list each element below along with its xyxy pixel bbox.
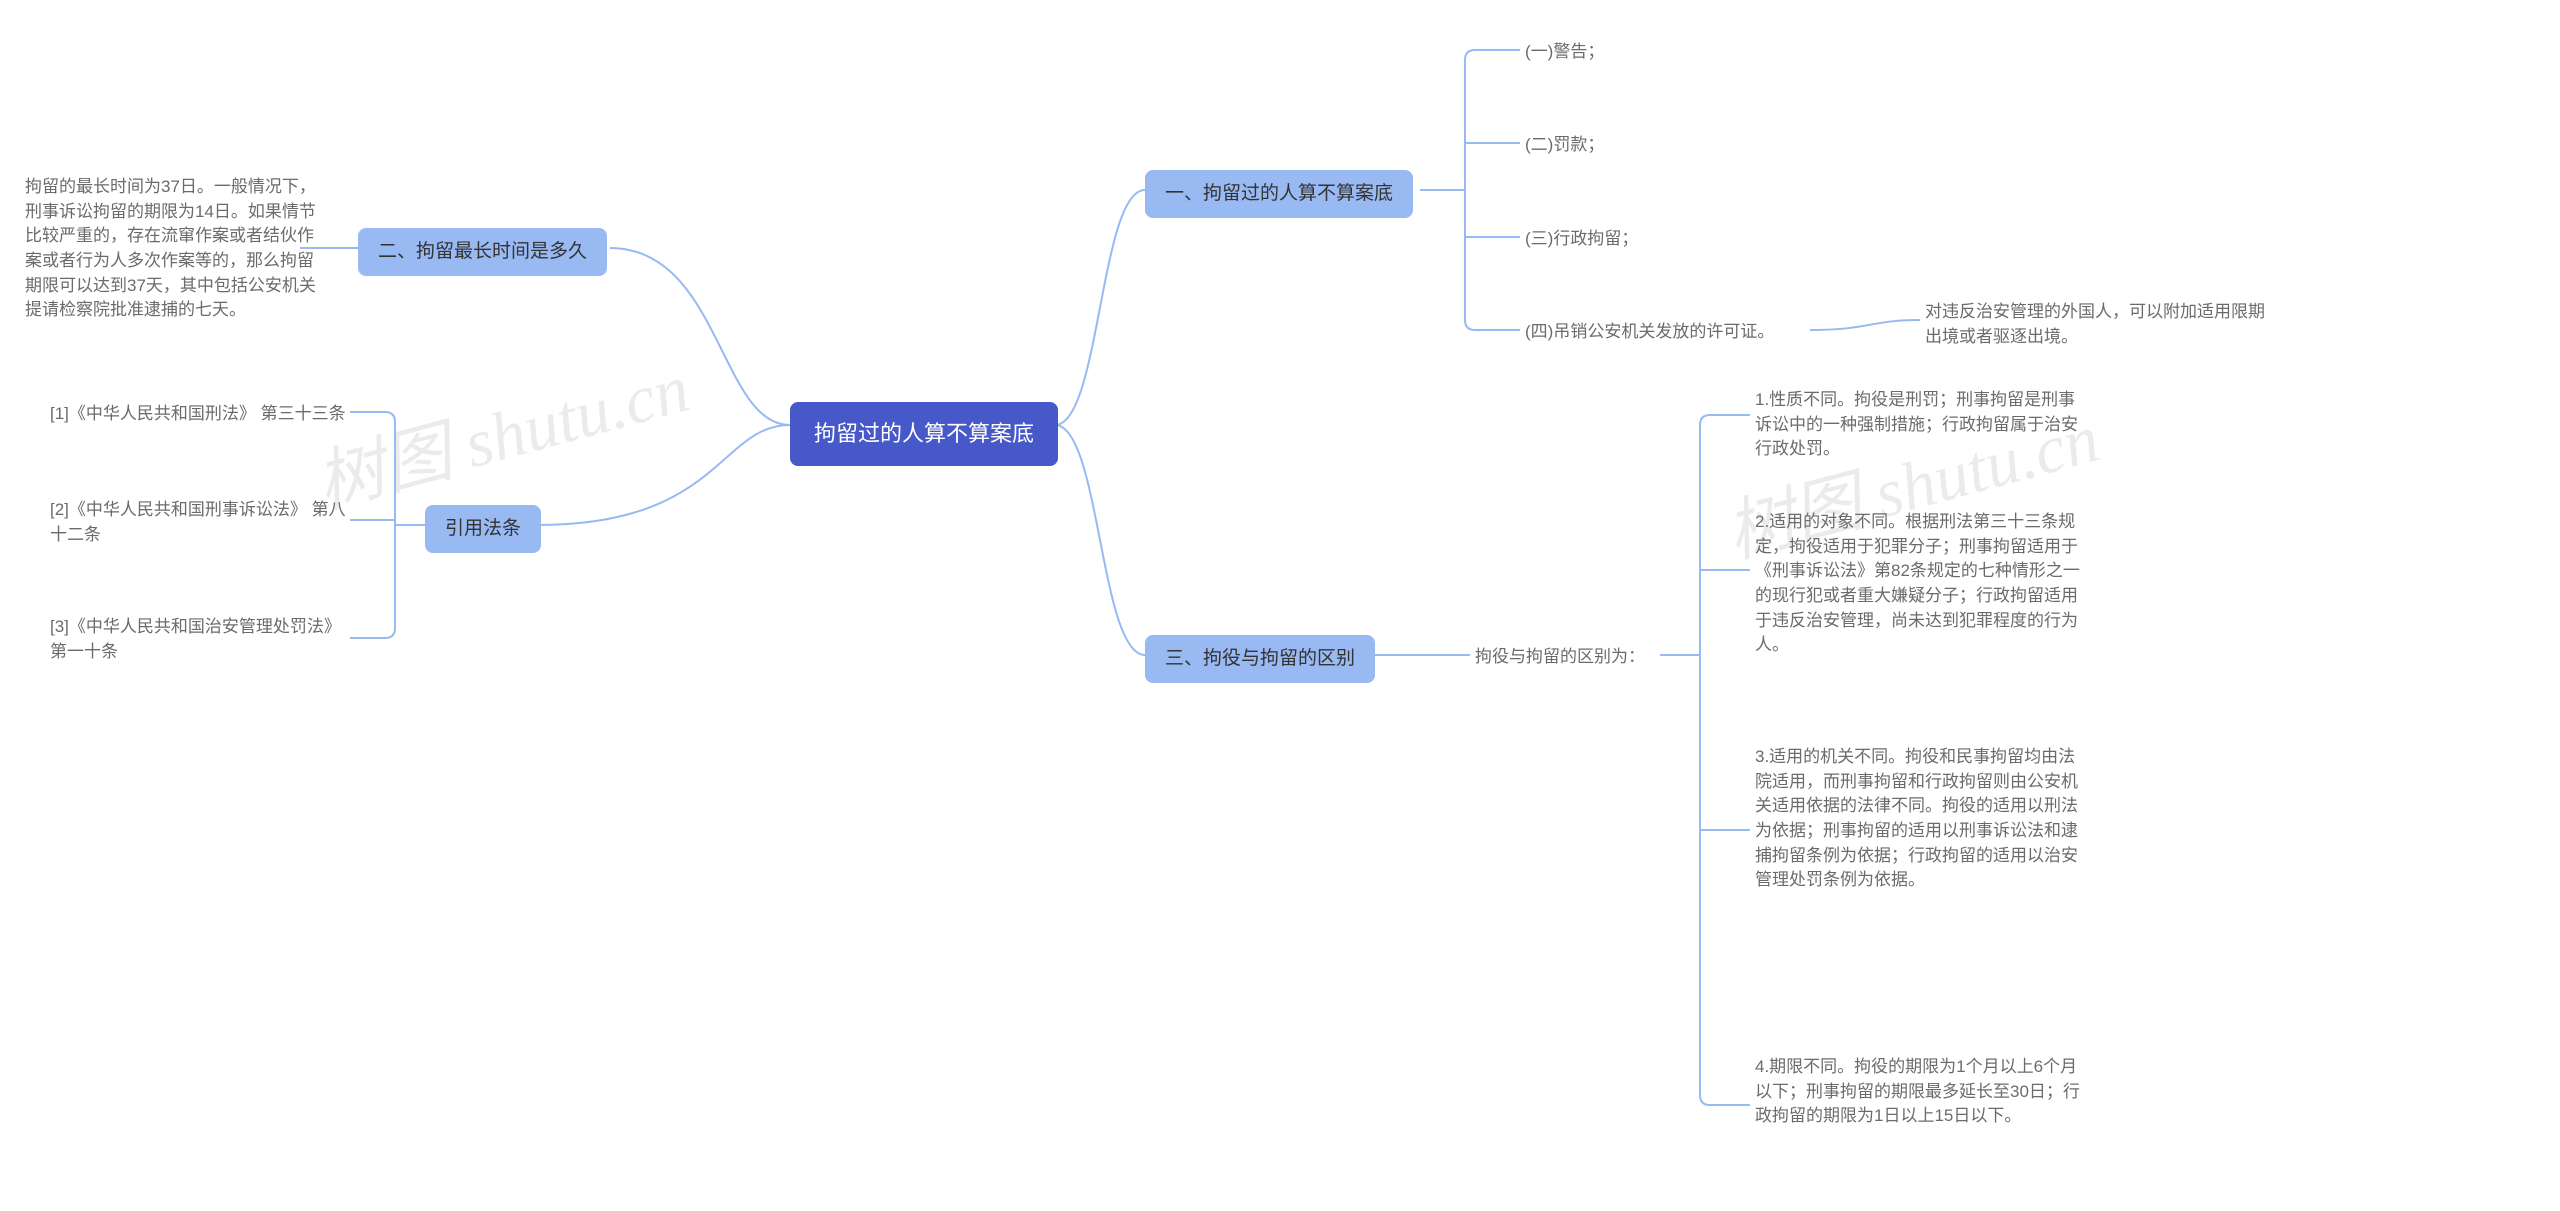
- leaf-b4c2: [2]《中华人民共和国刑事诉讼法》 第八十二条: [50, 498, 360, 547]
- branch-3: 三、拘役与拘留的区别: [1145, 635, 1375, 683]
- root-node: 拘留过的人算不算案底: [790, 402, 1058, 466]
- leaf-b3c1b: 2.适用的对象不同。根据刑法第三十三条规定，拘役适用于犯罪分子；刑事拘留适用于《…: [1755, 510, 2085, 658]
- branch-2: 二、拘留最长时间是多久: [358, 228, 607, 276]
- leaf-b4c3: [3]《中华人民共和国治安管理处罚法》 第一十条: [50, 615, 360, 664]
- branch-4: 引用法条: [425, 505, 541, 553]
- watermark: 树图 shutu.cn: [304, 332, 698, 526]
- leaf-b3c1c: 3.适用的机关不同。拘役和民事拘留均由法院适用，而刑事拘留和行政拘留则由公安机关…: [1755, 745, 2085, 893]
- leaf-b2c1: 拘留的最长时间为37日。一般情况下，刑事诉讼拘留的期限为14日。如果情节比较严重…: [25, 175, 325, 323]
- leaf-b3c1: 拘役与拘留的区别为：: [1475, 645, 1645, 670]
- leaf-b1c4a: 对违反治安管理的外国人，可以附加适用限期出境或者驱逐出境。: [1925, 300, 2265, 349]
- leaf-b1c3: (三)行政拘留；: [1525, 227, 1638, 252]
- leaf-b1c2: (二)罚款；: [1525, 133, 1604, 158]
- branch-1: 一、拘留过的人算不算案底: [1145, 170, 1413, 218]
- leaf-b1c4: (四)吊销公安机关发放的许可证。: [1525, 320, 1774, 345]
- leaf-b3c1d: 4.期限不同。拘役的期限为1个月以上6个月以下；刑事拘留的期限最多延长至30日；…: [1755, 1055, 2085, 1129]
- leaf-b1c1: (一)警告；: [1525, 40, 1604, 65]
- leaf-b3c1a: 1.性质不同。拘役是刑罚；刑事拘留是刑事诉讼中的一种强制措施；行政拘留属于治安行…: [1755, 388, 2085, 462]
- leaf-b4c1: [1]《中华人民共和国刑法》 第三十三条: [50, 402, 346, 427]
